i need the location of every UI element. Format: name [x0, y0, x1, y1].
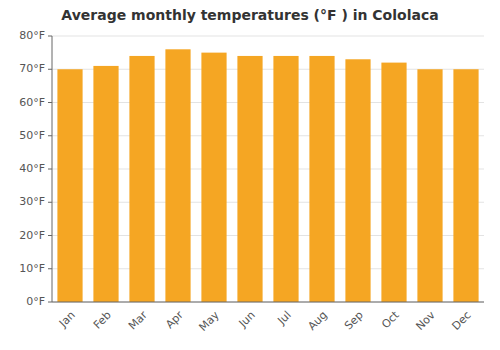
- y-axis: 0°F 10°F 20°F 30°F 40°F 50°F 60°F 70°F 80°F: [19, 29, 52, 308]
- bar: [165, 49, 190, 302]
- y-tick: [48, 69, 52, 70]
- bar: [237, 56, 262, 302]
- bar: [129, 56, 154, 302]
- chart-title: Average monthly temperatures (°F ) in Co…: [61, 7, 438, 23]
- bar: [57, 69, 82, 302]
- chart-svg: 0°F 10°F 20°F 30°F 40°F 50°F 60°F 70°F 80°F Jan Fe…: [0, 0, 500, 350]
- axes: [52, 36, 484, 302]
- grid-line: [52, 302, 484, 303]
- x-tick-label: Jul: [274, 309, 293, 328]
- y-tick-label: 40°F: [19, 162, 45, 175]
- x-tick-label: Jan: [56, 309, 78, 331]
- grid-line: [52, 36, 484, 37]
- bar: [309, 56, 334, 302]
- y-tick: [48, 36, 52, 37]
- bar: [201, 53, 226, 302]
- y-tick: [48, 268, 52, 269]
- y-tick-label: 70°F: [19, 62, 45, 75]
- y-tick-label: 0°F: [26, 295, 45, 308]
- y-tick: [48, 102, 52, 103]
- x-tick-label: Nov: [413, 308, 438, 333]
- x-tick-label: Apr: [163, 308, 186, 331]
- x-tick-label: Jun: [236, 309, 258, 331]
- bar: [453, 69, 478, 302]
- y-tick: [48, 135, 52, 136]
- y-tick-label: 80°F: [19, 29, 45, 42]
- x-tick-label: Dec: [450, 309, 474, 333]
- x-tick-label: Sep: [342, 309, 366, 333]
- y-tick-label: 60°F: [19, 96, 45, 109]
- x-tick-label: May: [196, 308, 222, 334]
- bar: [93, 66, 118, 302]
- chart-container: 0°F 10°F 20°F 30°F 40°F 50°F 60°F 70°F 80°F Jan Fe…: [0, 0, 500, 350]
- x-axis: Jan Feb Mar Apr May Jun Jul Aug Sep Oct Nov Dec: [56, 308, 474, 334]
- x-tick-label: Feb: [91, 309, 114, 332]
- x-tick-label: Mar: [126, 308, 150, 332]
- bar: [381, 63, 406, 302]
- y-tick: [48, 302, 52, 303]
- bar: [345, 59, 370, 302]
- y-tick-label: 20°F: [19, 229, 45, 242]
- x-tick-label: Aug: [305, 309, 329, 333]
- y-tick-label: 50°F: [19, 129, 45, 142]
- y-tick-label: 10°F: [19, 262, 45, 275]
- bar: [417, 69, 442, 302]
- grid: [52, 36, 484, 302]
- y-tick: [48, 169, 52, 170]
- y-tick: [48, 235, 52, 236]
- bar: [273, 56, 298, 302]
- x-tick-label: Oct: [379, 308, 402, 331]
- y-axis-line: [52, 36, 53, 302]
- y-tick-label: 30°F: [19, 195, 45, 208]
- page: {"chart_data": {"type": "bar", "title": …: [0, 0, 500, 350]
- bars: [57, 49, 478, 302]
- x-axis-line: [52, 302, 484, 303]
- y-tick: [48, 202, 52, 203]
